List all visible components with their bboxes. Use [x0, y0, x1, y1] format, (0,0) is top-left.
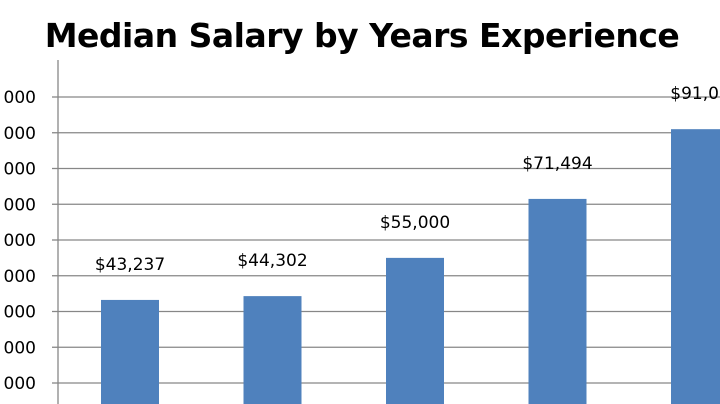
y-tick-label: 000: [4, 88, 36, 108]
y-tick-label: 000: [4, 124, 36, 144]
data-label: $43,237: [95, 255, 165, 275]
y-axis: 000 000 000 000 000 000 000 000 000: [4, 60, 59, 404]
y-tick-label: 000: [4, 338, 36, 358]
data-label: $44,302: [237, 251, 307, 271]
bar: [671, 129, 720, 404]
y-tick-label: 000: [4, 267, 36, 287]
data-labels: $43,237 $44,302 $55,000 $71,494 $91,00: [95, 84, 720, 275]
data-label: $71,494: [522, 154, 592, 174]
y-tick-label: 000: [4, 303, 36, 323]
bar: [386, 257, 444, 404]
y-tick-label: 000: [4, 195, 36, 215]
bars: [101, 129, 720, 404]
chart-title: Median Salary by Years Experience: [44, 16, 680, 55]
y-tick-label: 000: [4, 374, 36, 394]
data-label: $55,000: [380, 213, 450, 233]
bar: [243, 296, 302, 404]
y-tick-label: 000: [4, 160, 36, 180]
data-label: $91,00: [670, 84, 720, 104]
bar: [528, 198, 587, 404]
bar: [101, 299, 159, 404]
y-tick-label: 000: [4, 231, 36, 251]
